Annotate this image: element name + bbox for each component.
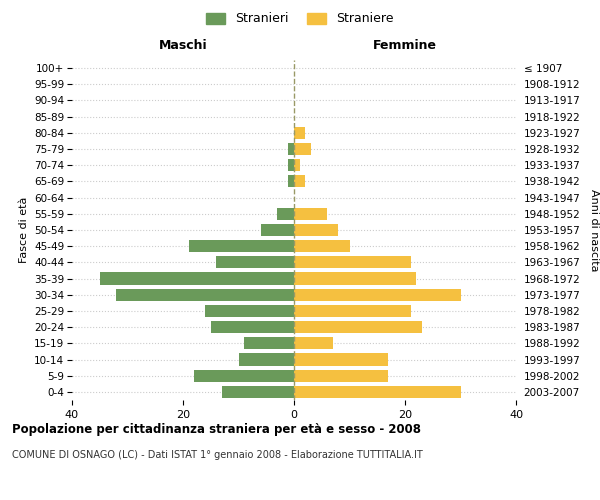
Bar [294,240,350,252]
Bar [294,256,410,268]
Bar [294,224,338,236]
Y-axis label: Anni di nascita: Anni di nascita [589,188,599,271]
Bar [261,224,294,236]
Bar [277,208,294,220]
Bar [294,386,461,398]
Bar [294,143,311,155]
Bar [217,256,294,268]
Bar [244,338,294,349]
Bar [222,386,294,398]
Bar [294,159,299,172]
Bar [294,127,305,139]
Bar [205,305,294,317]
Bar [294,370,388,382]
Bar [239,354,294,366]
Bar [194,370,294,382]
Bar [211,321,294,333]
Bar [289,143,294,155]
Bar [294,338,333,349]
Bar [294,288,461,301]
Bar [294,305,410,317]
Bar [294,354,388,366]
Text: Popolazione per cittadinanza straniera per età e sesso - 2008: Popolazione per cittadinanza straniera p… [12,422,421,436]
Bar [294,176,305,188]
Bar [294,272,416,284]
Legend: Stranieri, Straniere: Stranieri, Straniere [203,8,397,29]
Bar [289,176,294,188]
Y-axis label: Fasce di età: Fasce di età [19,197,29,263]
Bar [116,288,294,301]
Bar [294,208,328,220]
Bar [100,272,294,284]
Bar [289,159,294,172]
Bar [188,240,294,252]
Text: COMUNE DI OSNAGO (LC) - Dati ISTAT 1° gennaio 2008 - Elaborazione TUTTITALIA.IT: COMUNE DI OSNAGO (LC) - Dati ISTAT 1° ge… [12,450,423,460]
Bar [294,321,422,333]
